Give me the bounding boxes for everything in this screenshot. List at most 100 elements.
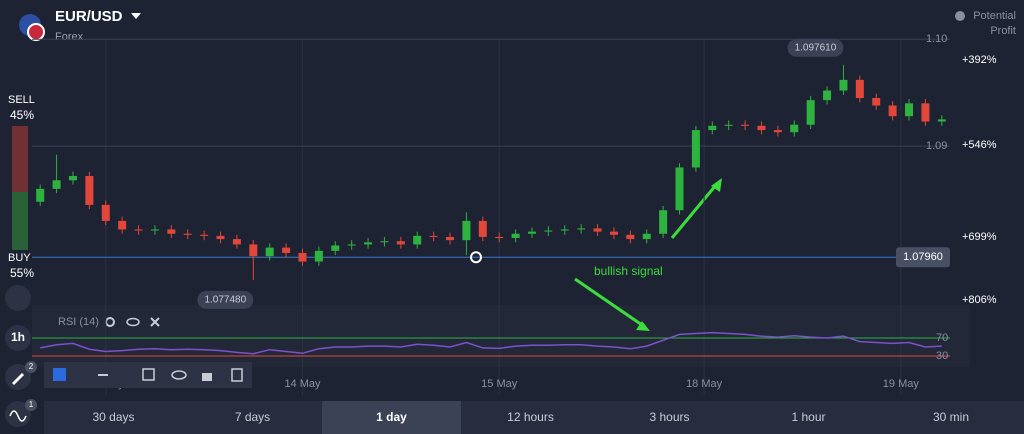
candle-body (790, 124, 799, 133)
candle-body (347, 244, 356, 246)
timeframe-option[interactable]: 1 hour (739, 401, 878, 434)
candle-body (282, 247, 291, 253)
candle-body (183, 233, 192, 235)
draw-badge: 2 (29, 362, 34, 371)
candle-body (921, 103, 930, 122)
timeframe-option[interactable]: 7 days (183, 401, 322, 434)
lock-button[interactable] (202, 373, 212, 381)
timeframe-option[interactable]: 12 hours (461, 401, 600, 434)
candle-body (134, 229, 143, 231)
candle-body (85, 176, 94, 205)
candle-body (577, 228, 586, 230)
candle-body (757, 125, 766, 131)
candle-body (364, 242, 373, 245)
candle-body (331, 245, 340, 251)
candle-body (839, 79, 848, 91)
pencil-icon (12, 373, 24, 385)
candle-body (675, 167, 684, 211)
candle-body (167, 229, 176, 234)
annotation: bullish signal (594, 264, 663, 278)
candle-body (659, 210, 668, 234)
pair-dropdown[interactable] (131, 13, 141, 19)
rsi-panel (32, 305, 970, 367)
profit-level: +806% (962, 294, 997, 306)
candle-body (823, 90, 832, 101)
candle-body (626, 234, 635, 240)
indicator-badge: 1 (29, 400, 34, 409)
candle-body (855, 79, 864, 99)
indicator-button[interactable] (5, 401, 31, 427)
rsi-title: RSI (14) (58, 316, 99, 328)
candle-body (118, 220, 127, 230)
profit-level: +392% (962, 54, 997, 66)
candle-body (527, 231, 536, 234)
timeframe-option[interactable]: 3 hours (600, 401, 739, 434)
candle-body (36, 188, 45, 202)
y-tick-label: 1.10 (926, 33, 947, 45)
candle-body (314, 250, 323, 262)
flag-us (27, 23, 45, 41)
x-tick-label: 18 May (686, 378, 723, 390)
candle-body (216, 235, 225, 240)
x-tick-label: 19 May (883, 378, 920, 390)
price-label-box (787, 38, 844, 57)
annotation-arrows (574, 178, 722, 331)
candle-body (68, 176, 77, 181)
candle-body (905, 103, 914, 117)
x-tick-label: 15 May (481, 378, 518, 390)
rsi-visibility[interactable] (126, 317, 140, 327)
candle-body (462, 220, 471, 241)
profit-title: Profit (990, 25, 1016, 37)
pair[interactable]: EUR/USD (55, 8, 123, 25)
timeframe-option[interactable]: 30 days (44, 401, 183, 434)
badge (25, 399, 37, 411)
current-price-box (896, 247, 950, 268)
chart-type-button[interactable] (5, 285, 31, 311)
sell-bar (12, 126, 28, 192)
candle-body (380, 241, 389, 243)
candle-body (937, 119, 946, 122)
color-picker[interactable] (53, 368, 66, 381)
buy-bar (12, 192, 28, 250)
market: Forex (55, 31, 84, 43)
candle-body (495, 236, 504, 239)
hide-button[interactable] (171, 370, 187, 380)
candle-body (200, 234, 209, 236)
buy-label: BUY (8, 252, 31, 264)
timeframe-option[interactable]: 30 min (878, 401, 1024, 434)
candle-body (593, 228, 602, 232)
profit-level: +699% (962, 231, 997, 243)
rsi-line (40, 331, 942, 355)
current-price-label: 1.07960 (903, 251, 943, 263)
delete-button[interactable] (231, 368, 243, 382)
help-icon[interactable] (955, 11, 965, 21)
candle-body (642, 233, 651, 240)
candle-body (773, 130, 782, 133)
candle-body (413, 235, 422, 245)
candle-body (560, 229, 569, 231)
candle-body (446, 236, 455, 241)
candle-body (249, 244, 258, 257)
x-tick-label: 14 May (284, 378, 321, 390)
expiry-marker (470, 251, 482, 264)
candle-body (150, 229, 159, 231)
timeframe-button[interactable] (5, 325, 31, 351)
indicator-icon (9, 410, 27, 422)
profit-title: Potential (973, 10, 1016, 22)
candle-body (232, 239, 241, 245)
copy-button[interactable] (142, 368, 155, 381)
rsi-level-label: 70 (936, 332, 948, 344)
candle-body (396, 241, 405, 245)
timeframe: 1h (11, 330, 25, 344)
price-label-box (197, 290, 254, 309)
candle-body (429, 235, 438, 237)
candle-body (609, 231, 618, 235)
candle-body (872, 98, 881, 106)
timeframe-option[interactable]: 1 day (322, 401, 461, 434)
candle-body (265, 247, 274, 257)
rsi-remove[interactable] (150, 317, 160, 327)
candle-body (724, 124, 733, 126)
candle-body (888, 105, 897, 117)
